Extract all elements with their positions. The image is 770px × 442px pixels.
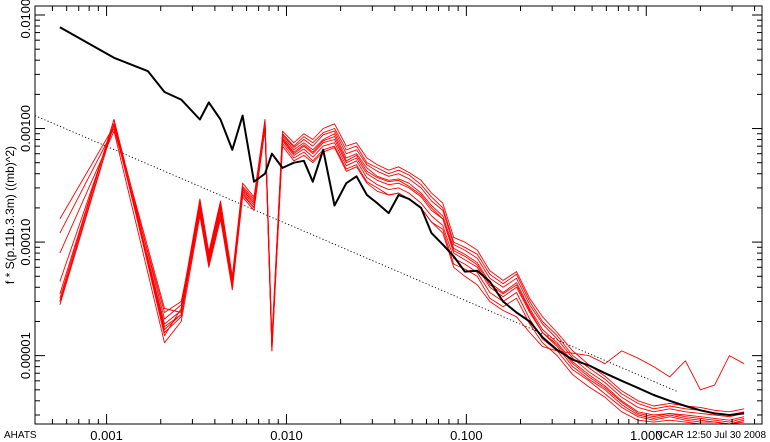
reference-slope-line	[35, 115, 679, 393]
series-line-red-3	[59, 119, 745, 413]
y-tick-label: 0.01000	[18, 0, 33, 39]
series-line-red-6	[59, 125, 745, 424]
plot-area	[35, 26, 745, 424]
series-line-red-4	[59, 128, 745, 424]
x-tick-label: 0.001	[90, 428, 123, 442]
series-line-red-8	[59, 123, 745, 423]
series-line-black	[59, 26, 745, 416]
ticks: 0.001 0.010 0.100 1.000 0.00001 0.00010 0.0010…	[18, 0, 762, 442]
timestamp-label: NCAR 12:50 Jul 30 2008	[655, 430, 766, 441]
y-axis-title: f * S(p.11b.3.3m) ((mb)^2)	[3, 146, 17, 284]
x-tick-label: 0.100	[450, 428, 483, 442]
x-tick-label: 0.010	[270, 428, 303, 442]
x-tick-label: 1.000	[630, 428, 663, 442]
axes	[34, 5, 763, 425]
y-tick-label: 0.00001	[18, 332, 33, 379]
plot-frame	[34, 5, 763, 425]
y-tick-label: 0.00100	[18, 105, 33, 152]
y-tick-label: 0.00010	[18, 219, 33, 266]
series-line-red-2	[59, 119, 745, 418]
series-line-red-7	[59, 119, 745, 416]
station-label: AHATS	[4, 430, 37, 441]
series-line-red-9	[59, 125, 745, 391]
